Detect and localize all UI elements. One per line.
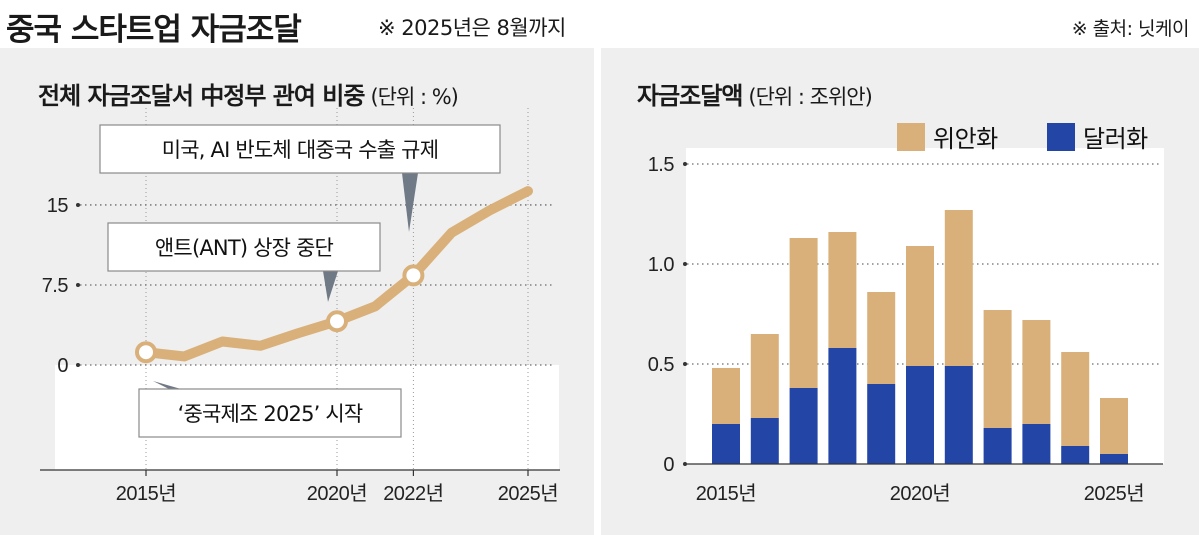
- line-chart-unit: (단위 : %): [370, 85, 458, 109]
- header: 중국 스타트업 자금조달 ※ 2025년은 8월까지 ※ 출처: 닛케이: [0, 0, 1199, 48]
- bar-dollar-2017: [789, 388, 818, 464]
- bar-dollar-2022: [983, 428, 1012, 464]
- x-tick-label-2025: 2025년: [498, 482, 558, 505]
- bar-chart: 0 0.5 1.0 1.5 2015년 2020년 2025년 위안화 달러화: [648, 123, 1164, 505]
- bar-yuan-2020: [906, 246, 934, 366]
- bar-dollar-2023: [1022, 424, 1051, 464]
- y-tick-label-1-5: 1.5: [648, 154, 675, 176]
- bar-chart-title: 자금조달액: [637, 82, 743, 110]
- line-chart-title: 전체 자금조달서 中정부 관여 비중: [38, 82, 365, 110]
- bar-yuan-2025: [1100, 398, 1128, 454]
- bar-dollar-2024: [1061, 446, 1090, 464]
- annotation-2015: ‘중국제조 2025’ 시작: [138, 381, 402, 438]
- page-note: ※ 2025년은 8월까지: [378, 16, 566, 40]
- annotation-box-2015: [138, 388, 402, 438]
- bar-chart-unit: (단위 : 조위안): [748, 85, 872, 109]
- y-tick-label-0: 0: [663, 454, 674, 476]
- y-tick-label-7-5: 7.5: [42, 275, 69, 297]
- annotation-text-2022: 미국, AI 반도체 대중국 수출 규제: [162, 138, 438, 162]
- annotation-box-2020: [107, 222, 381, 272]
- bar-yuan-2019: [867, 292, 896, 384]
- bar-dollar-2016: [750, 418, 779, 464]
- annotation-text-2020: 앤트(ANT) 상장 중단: [155, 236, 334, 260]
- bar-yuan-2022: [983, 310, 1012, 428]
- y-tick-dot-1-5: [683, 162, 687, 166]
- bar-dollar-2015: [712, 424, 740, 464]
- y-tick-dot-1-0: [683, 262, 687, 266]
- y-tick-dot-15: [76, 202, 80, 207]
- x-tick-label-2015: 2015년: [696, 482, 756, 505]
- annotation-pointer-2022: [402, 173, 418, 232]
- y-tick-dot-0-5: [683, 362, 687, 366]
- y-tick-dot-7-5: [76, 282, 80, 287]
- x-tick-label-2025: 2025년: [1084, 482, 1144, 505]
- bar-yuan-2016: [750, 334, 779, 418]
- x-tick-label-2022: 2022년: [383, 482, 443, 505]
- bar-yuan-2017: [789, 238, 818, 388]
- line-chart: 0 7.5 15 2015년 2020년 2022년 2025년 ‘중국제조 2025’ 시작…: [40, 108, 560, 505]
- line-chart-panel: 전체 자금조달서 中정부 관여 비중 (단위 : %) 0 7.5 15 2015년 20…: [0, 48, 594, 535]
- page-title: 중국 스타트업 자금조달: [6, 12, 302, 48]
- y-tick-label-15: 15: [47, 195, 69, 217]
- legend-swatch-yuan: [897, 123, 925, 151]
- y-tick-label-1-0: 1.0: [648, 254, 675, 276]
- annotation-pointer-2015: [153, 381, 181, 389]
- x-tick-label-2020: 2020년: [890, 482, 950, 505]
- data-point-2020: [326, 310, 348, 333]
- bar-dollar-2025: [1100, 454, 1128, 464]
- y-tick-label-0-5: 0.5: [648, 354, 675, 376]
- bar-chart-title-row: 자금조달액 (단위 : 조위안): [637, 76, 873, 111]
- annotation-box-2022: [99, 124, 501, 174]
- annotation-pointer-2020: [323, 271, 338, 302]
- data-point-2015: [135, 341, 157, 364]
- x-tick-label-2020: 2020년: [307, 482, 367, 505]
- annotation-text-2015: ‘중국제조 2025’ 시작: [178, 402, 363, 426]
- line-chart-title-row: 전체 자금조달서 中정부 관여 비중 (단위 : %): [38, 76, 459, 111]
- bar-chart-panel: 자금조달액 (단위 : 조위안) 0 0.5 1.0 1.5 2015년 2020년 2025…: [601, 48, 1199, 535]
- legend-swatch-dollar: [1047, 123, 1075, 151]
- y-tick-label-0: 0: [57, 355, 68, 377]
- bar-yuan-2024: [1061, 352, 1090, 446]
- x-tick-label-2015: 2015년: [116, 482, 176, 505]
- bar-yuan-2018: [828, 232, 857, 348]
- bar-yuan-2015: [712, 368, 740, 424]
- y-tick-dot-0: [683, 462, 687, 466]
- legend-label-yuan: 위안화: [933, 125, 998, 153]
- y-tick-dot-0: [76, 363, 80, 367]
- bar-dollar-2018: [828, 348, 857, 464]
- annotation-2020: 앤트(ANT) 상장 중단: [107, 222, 381, 302]
- bar-yuan-2021: [944, 210, 973, 366]
- legend-label-dollar: 달러화: [1083, 125, 1148, 153]
- source-note: ※ 출처: 닛케이: [1071, 18, 1190, 40]
- bar-dollar-2021: [944, 366, 973, 464]
- bar-dollar-2020: [906, 366, 934, 464]
- bar-yuan-2023: [1022, 320, 1051, 424]
- annotation-2022: 미국, AI 반도체 대중국 수출 규제: [99, 124, 501, 232]
- data-point-2022: [402, 264, 425, 287]
- bar-dollar-2019: [867, 384, 896, 464]
